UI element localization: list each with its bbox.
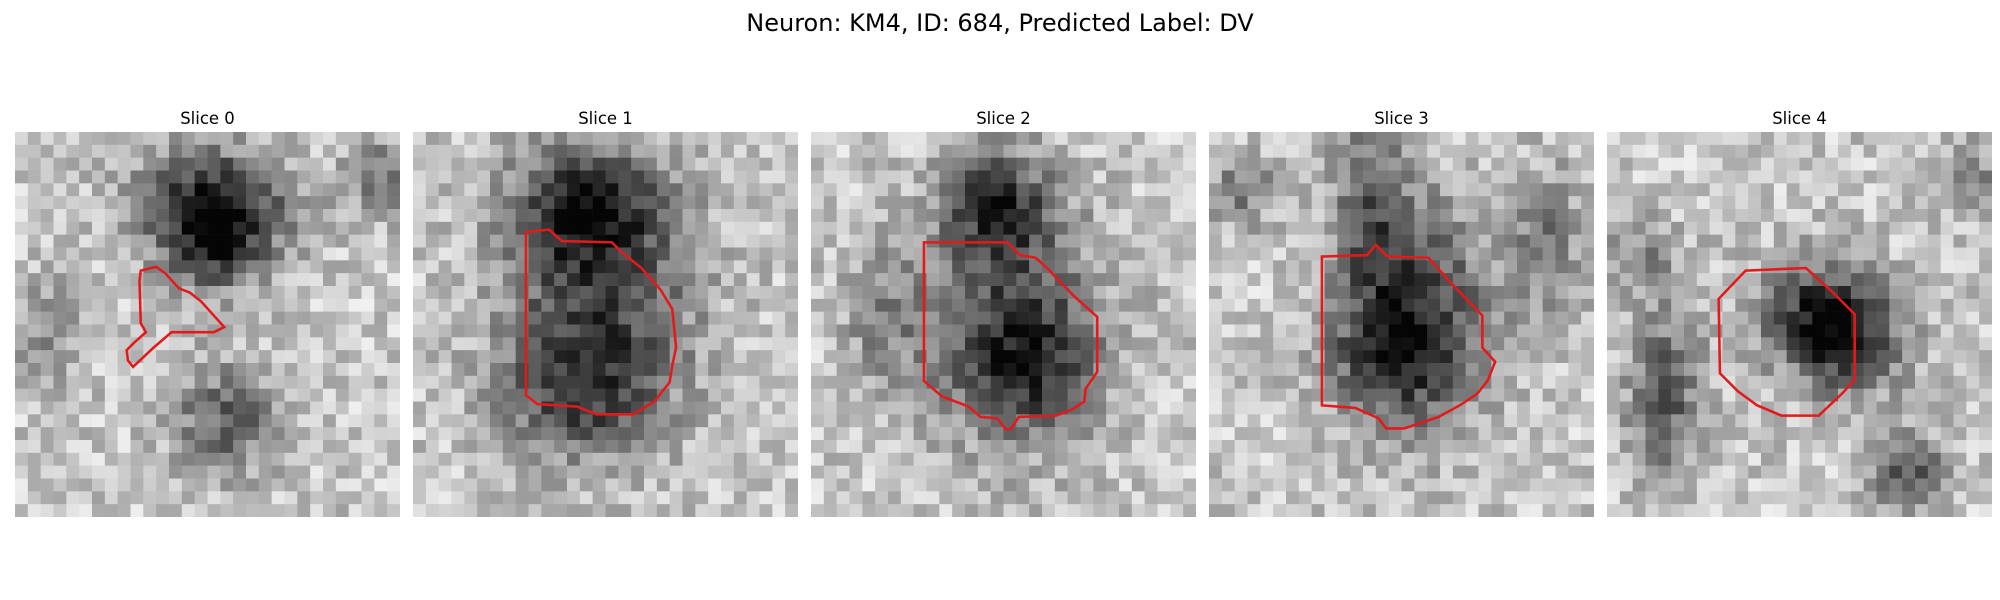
roi-contour xyxy=(1320,243,1497,430)
figure-title: Neuron: KM4, ID: 684, Predicted Label: D… xyxy=(746,9,1254,37)
microscopy-slice-image xyxy=(811,132,1196,517)
slice-title: Slice 4 xyxy=(1772,109,1827,128)
roi-contour xyxy=(524,228,678,416)
slice-panel-1: Slice 1 xyxy=(413,108,798,517)
microscopy-slice-image xyxy=(15,132,400,517)
roi-contour xyxy=(922,241,1099,432)
slice-panel-4: Slice 4 xyxy=(1607,108,1992,517)
slice-panel-2: Slice 2 xyxy=(811,108,1196,517)
slice-title: Slice 2 xyxy=(976,109,1031,128)
slice-panel-0: Slice 0 xyxy=(15,108,400,517)
microscopy-slice-image xyxy=(1209,132,1594,517)
slice-title: Slice 1 xyxy=(578,109,633,128)
roi-contour xyxy=(1717,266,1856,417)
microscopy-slice-image xyxy=(413,132,798,517)
roi-contour xyxy=(125,265,227,369)
slice-title: Slice 3 xyxy=(1374,109,1429,128)
slice-title: Slice 0 xyxy=(180,109,235,128)
slice-panel-3: Slice 3 xyxy=(1209,108,1594,517)
microscopy-slice-image xyxy=(1607,132,1992,517)
